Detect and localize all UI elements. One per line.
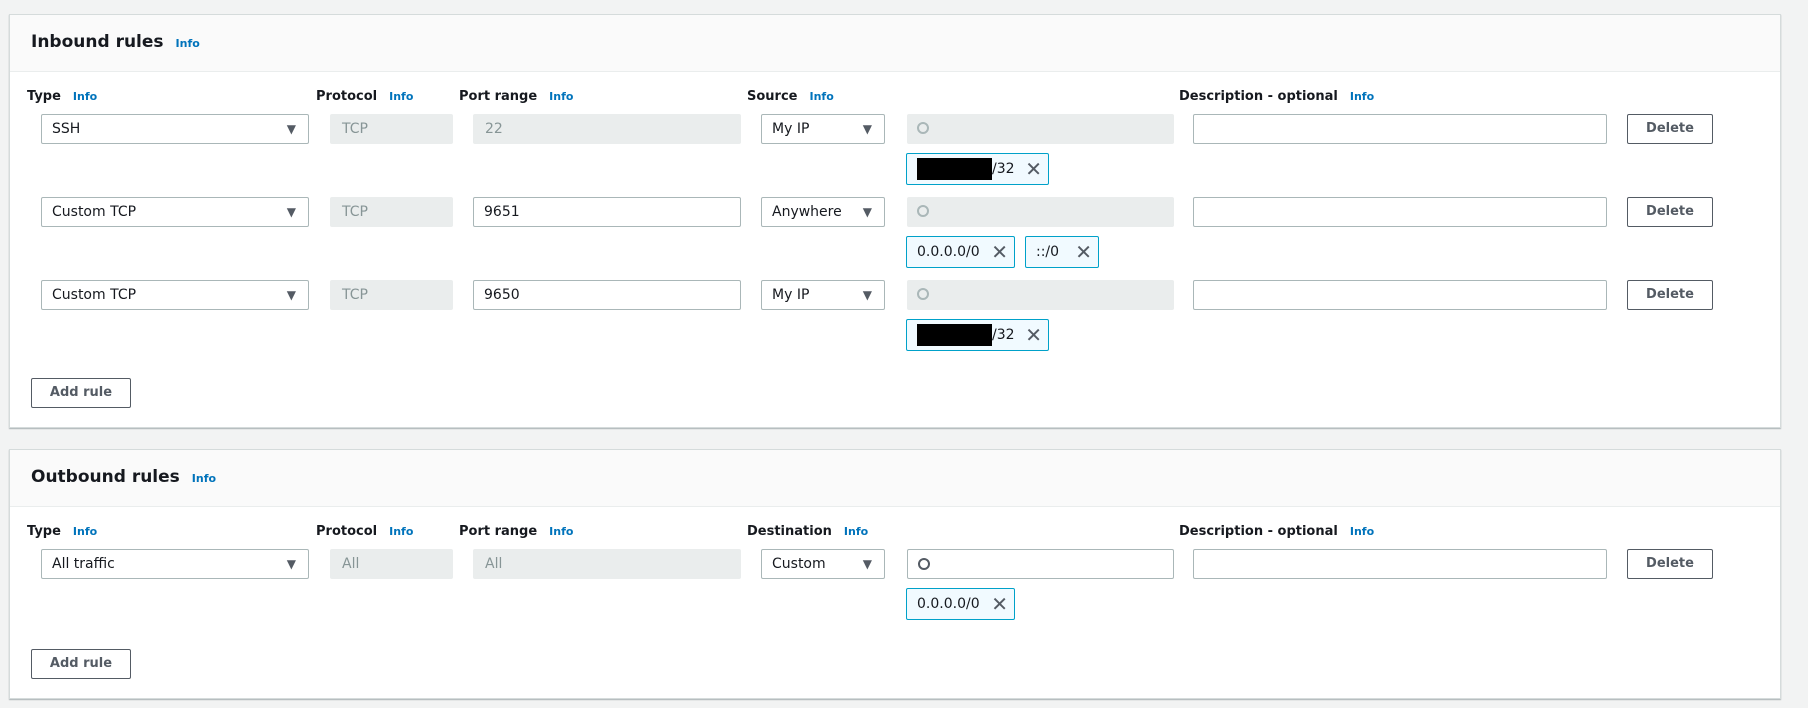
port-range-field: 22 — [473, 114, 741, 144]
delete-button[interactable]: Delete — [1627, 280, 1713, 310]
info-link[interactable]: Info — [1349, 525, 1375, 538]
column-header-protocol: Protocol Info — [316, 89, 414, 104]
remove-token-icon[interactable]: ✕ — [991, 592, 1008, 616]
port-range-field: All — [473, 549, 741, 579]
column-header-protocol: Protocol Info — [316, 524, 414, 539]
remove-token-icon[interactable]: ✕ — [1075, 240, 1092, 264]
description-input[interactable] — [1193, 280, 1607, 310]
type-select[interactable]: SSH ▼ — [41, 114, 309, 144]
outbound-rules-panel: Outbound rules Info Type Info Protocol Info Po… — [9, 449, 1781, 699]
info-link[interactable]: Info — [809, 90, 834, 103]
source-select[interactable]: My IP ▼ — [761, 114, 885, 144]
info-link[interactable]: Info — [175, 37, 200, 50]
redacted-ip — [917, 324, 992, 346]
description-input[interactable] — [1193, 197, 1607, 227]
remove-token-icon[interactable]: ✕ — [1025, 323, 1042, 347]
cidr-token: 0.0.0.0/0 ✕ — [906, 588, 1015, 620]
info-link[interactable]: Info — [191, 472, 217, 485]
column-header-port: Port range Info — [459, 89, 574, 104]
info-link[interactable]: Info — [1349, 90, 1375, 103]
caret-down-icon: ▼ — [286, 288, 296, 302]
type-select[interactable]: Custom TCP ▼ — [41, 280, 309, 310]
protocol-field: TCP — [330, 280, 453, 310]
column-header-type: Type Info — [27, 524, 98, 539]
caret-down-icon: ▼ — [286, 557, 296, 571]
add-rule-button[interactable]: Add rule — [31, 378, 131, 408]
info-link[interactable]: Info — [843, 525, 869, 538]
column-header-source: Source Info — [747, 89, 834, 104]
cidr-search-input[interactable] — [907, 197, 1174, 227]
caret-down-icon: ▼ — [862, 122, 872, 136]
info-link[interactable]: Info — [549, 525, 574, 538]
delete-button[interactable]: Delete — [1627, 197, 1713, 227]
search-icon — [917, 122, 929, 134]
cidr-search-input[interactable] — [907, 114, 1174, 144]
description-input[interactable] — [1193, 114, 1607, 144]
info-link[interactable]: Info — [389, 525, 414, 538]
info-link[interactable]: Info — [389, 90, 414, 103]
type-select[interactable]: All traffic ▼ — [41, 549, 309, 579]
info-link[interactable]: Info — [72, 90, 98, 103]
redacted-ip — [917, 158, 992, 180]
info-link[interactable]: Info — [549, 90, 574, 103]
cidr-token: /32 ✕ — [906, 319, 1049, 351]
inbound-rules-panel: Inbound rules Info Type Info Protocol Info Por… — [9, 14, 1781, 428]
description-input[interactable] — [1193, 549, 1607, 579]
outbound-header: Outbound rules Info — [10, 450, 1780, 507]
source-select[interactable]: Anywhere ▼ — [761, 197, 885, 227]
search-icon — [918, 558, 930, 570]
port-range-input[interactable]: 9651 — [473, 197, 741, 227]
column-header-description: Description - optional Info — [1179, 524, 1375, 539]
outbound-title: Outbound rules Info — [31, 467, 217, 487]
remove-token-icon[interactable]: ✕ — [991, 240, 1008, 264]
type-select[interactable]: Custom TCP ▼ — [41, 197, 309, 227]
cidr-token: /32 ✕ — [906, 153, 1049, 185]
caret-down-icon: ▼ — [286, 122, 296, 136]
inbound-header: Inbound rules Info — [10, 15, 1780, 72]
cidr-search-input[interactable] — [907, 549, 1174, 579]
port-range-input[interactable]: 9650 — [473, 280, 741, 310]
cidr-token: 0.0.0.0/0 ✕ — [906, 236, 1015, 268]
column-header-description: Description - optional Info — [1179, 89, 1375, 104]
caret-down-icon: ▼ — [862, 288, 872, 302]
caret-down-icon: ▼ — [862, 557, 872, 571]
source-select[interactable]: My IP ▼ — [761, 280, 885, 310]
source-select[interactable]: Custom ▼ — [761, 549, 885, 579]
caret-down-icon: ▼ — [286, 205, 296, 219]
cidr-search-input[interactable] — [907, 280, 1174, 310]
protocol-field: All — [330, 549, 453, 579]
protocol-field: TCP — [330, 197, 453, 227]
cidr-token: ::/0 ✕ — [1025, 236, 1099, 268]
add-rule-button[interactable]: Add rule — [31, 649, 131, 679]
info-link[interactable]: Info — [72, 525, 98, 538]
column-header-type: Type Info — [27, 89, 98, 104]
remove-token-icon[interactable]: ✕ — [1025, 157, 1042, 181]
delete-button[interactable]: Delete — [1627, 549, 1713, 579]
column-header-source: Destination Info — [747, 524, 869, 539]
delete-button[interactable]: Delete — [1627, 114, 1713, 144]
column-header-port: Port range Info — [459, 524, 574, 539]
caret-down-icon: ▼ — [862, 205, 872, 219]
protocol-field: TCP — [330, 114, 453, 144]
search-icon — [917, 205, 929, 217]
search-icon — [917, 288, 929, 300]
inbound-title: Inbound rules Info — [31, 32, 200, 52]
